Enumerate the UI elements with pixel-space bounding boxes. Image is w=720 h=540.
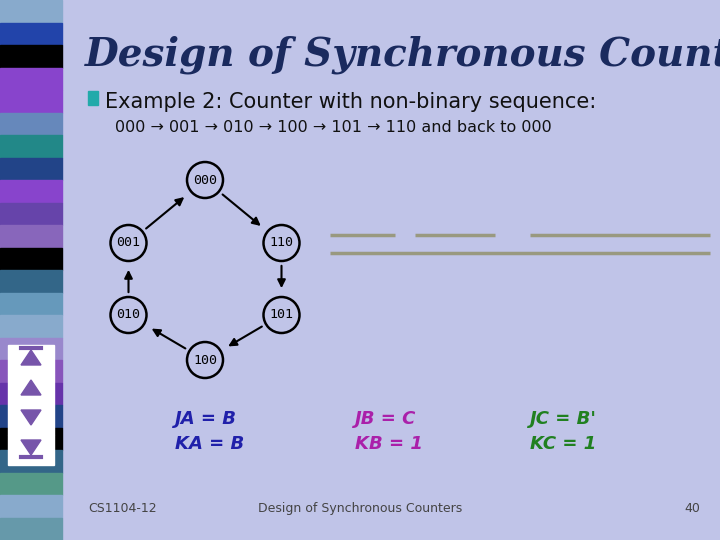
Bar	[0, 202, 62, 225]
Circle shape	[110, 225, 146, 261]
Circle shape	[187, 162, 223, 198]
Bar	[0, 68, 62, 90]
Polygon shape	[21, 380, 41, 395]
Bar	[0, 158, 62, 180]
Circle shape	[264, 297, 300, 333]
Circle shape	[110, 297, 146, 333]
Bar	[8, 405, 54, 435]
Text: Example 2: Counter with non-binary sequence:: Example 2: Counter with non-binary seque…	[105, 92, 596, 112]
Bar	[0, 517, 62, 540]
Text: 000 → 001 → 010 → 100 → 101 → 110 and back to 000: 000 → 001 → 010 → 100 → 101 → 110 and ba…	[115, 120, 552, 135]
Bar	[0, 450, 62, 472]
Text: 100: 100	[193, 354, 217, 367]
Bar	[0, 472, 62, 495]
Text: Design of Synchronous Counters: Design of Synchronous Counters	[85, 35, 720, 73]
Polygon shape	[21, 440, 41, 455]
Bar	[0, 360, 62, 382]
Bar	[0, 382, 62, 405]
Text: KA = B: KA = B	[175, 435, 244, 453]
Bar	[0, 23, 62, 45]
Text: 101: 101	[269, 308, 294, 321]
Bar	[8, 345, 54, 375]
Text: 010: 010	[117, 308, 140, 321]
Bar	[0, 180, 62, 202]
Text: KB = 1: KB = 1	[355, 435, 423, 453]
Text: JC = B': JC = B'	[530, 410, 597, 428]
Bar	[0, 0, 62, 23]
Bar	[0, 405, 62, 428]
Bar	[8, 375, 54, 405]
Text: KC = 1: KC = 1	[530, 435, 596, 453]
Text: 110: 110	[269, 237, 294, 249]
Bar	[0, 315, 62, 338]
Bar	[0, 293, 62, 315]
Circle shape	[264, 225, 300, 261]
Bar	[0, 270, 62, 293]
Bar	[0, 135, 62, 158]
Text: Design of Synchronous Counters: Design of Synchronous Counters	[258, 502, 462, 515]
Text: 40: 40	[684, 502, 700, 515]
Text: JB = C: JB = C	[355, 410, 416, 428]
Bar	[0, 495, 62, 517]
Text: 001: 001	[117, 237, 140, 249]
Polygon shape	[21, 350, 41, 365]
Bar	[8, 435, 54, 465]
Text: CS1104-12: CS1104-12	[88, 502, 157, 515]
Text: 000: 000	[193, 173, 217, 186]
Circle shape	[187, 342, 223, 378]
Polygon shape	[21, 410, 41, 425]
Bar	[0, 225, 62, 247]
Bar	[0, 112, 62, 135]
Bar	[0, 247, 62, 270]
Bar	[0, 428, 62, 450]
Bar	[88, 91, 98, 105]
Bar	[0, 90, 62, 112]
Text: JA = B: JA = B	[175, 410, 237, 428]
Bar	[0, 45, 62, 68]
Bar	[0, 338, 62, 360]
